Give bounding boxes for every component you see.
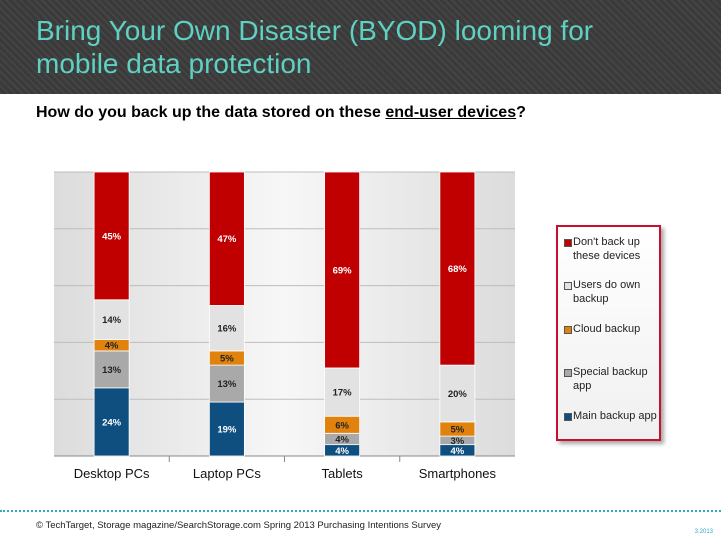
legend-item: Main backup app	[564, 409, 660, 423]
page-number: 3.2013	[694, 529, 713, 535]
category-label: Smartphones	[419, 466, 497, 481]
chart-legend: Don't back up these devices Users do own …	[556, 225, 661, 441]
legend-label: Users do own backup	[573, 279, 641, 305]
bar-segment	[93, 299, 130, 340]
legend-swatch	[564, 326, 572, 334]
bar-segment	[93, 350, 130, 389]
legend-item: Cloud backup	[564, 322, 660, 336]
title-banner: Bring Your Own Disaster (BYOD) looming f…	[0, 0, 721, 94]
bar-segment	[208, 171, 245, 306]
bar-segment	[93, 387, 130, 457]
bar-segment	[324, 171, 361, 369]
legend-swatch	[564, 239, 572, 247]
data-label: 68%	[448, 264, 468, 275]
data-label: 5%	[220, 354, 234, 365]
plot-area	[54, 172, 515, 456]
data-label: 47%	[217, 234, 237, 245]
data-label: 19%	[217, 425, 237, 436]
data-label: 16%	[217, 324, 237, 335]
chart-question: How do you back up the data stored on th…	[36, 104, 526, 122]
legend-label: Don't back up these devices	[573, 236, 641, 262]
data-label: 4%	[335, 434, 349, 445]
data-label: 13%	[217, 379, 237, 390]
gridlines	[54, 171, 515, 462]
dotted-divider	[0, 510, 721, 512]
data-label: 24%	[102, 417, 122, 428]
bar-segment	[208, 401, 245, 457]
question-text: How do you back up the data stored on th…	[36, 104, 386, 121]
category-label: Desktop PCs	[74, 466, 150, 481]
data-label: 13%	[102, 365, 122, 376]
legend-item: Don't back up these devices	[564, 235, 660, 263]
slide-title: Bring Your Own Disaster (BYOD) looming f…	[36, 15, 594, 79]
legend-label: Special backup app	[573, 366, 648, 392]
data-label: 3%	[451, 436, 465, 447]
data-label: 20%	[448, 389, 468, 400]
data-label: 69%	[333, 265, 353, 276]
x-axis-labels: Desktop PCs Laptop PCs Tablets Smartphones	[74, 466, 497, 481]
category-label: Tablets	[322, 466, 364, 481]
bar-segment	[93, 171, 130, 301]
data-label: 4%	[105, 341, 119, 352]
question-mark: ?	[516, 104, 526, 121]
source-citation: © TechTarget, Storage magazine/SearchSto…	[36, 520, 442, 531]
data-label: 14%	[102, 315, 122, 326]
data-label: 6%	[335, 420, 349, 431]
legend-label: Main backup app	[573, 410, 657, 422]
stacked-bar-chart: 24%13%4%14%45%19%13%5%16%47%4%4%6%17%69%…	[54, 171, 515, 481]
legend-swatch	[564, 282, 572, 290]
legend-swatch	[564, 369, 572, 377]
legend-item: Special backup app	[564, 365, 660, 393]
question-emphasis: end-user devices	[385, 104, 517, 121]
bar-stacks: 24%13%4%14%45%19%13%5%16%47%4%4%6%17%69%…	[93, 171, 476, 457]
category-label: Laptop PCs	[193, 466, 261, 481]
bar-segment	[208, 305, 245, 352]
data-label: 4%	[335, 446, 349, 457]
bar-segment	[324, 367, 361, 417]
bar-segment	[439, 171, 476, 366]
legend-swatch	[564, 413, 572, 421]
bar-segment	[208, 364, 245, 403]
legend-label: Cloud backup	[573, 323, 641, 335]
data-label: 5%	[451, 425, 465, 436]
data-label: 4%	[451, 446, 465, 457]
data-label: 45%	[102, 231, 122, 242]
legend-item: Users do own backup	[564, 278, 660, 306]
data-label: 17%	[333, 388, 353, 399]
